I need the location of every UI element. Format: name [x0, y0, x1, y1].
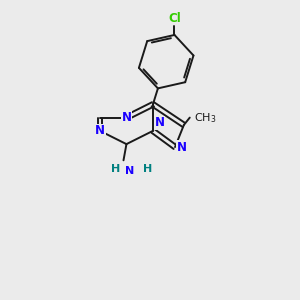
Text: Cl: Cl	[168, 12, 181, 25]
Text: N: N	[125, 166, 134, 176]
Text: N: N	[122, 111, 131, 124]
Text: CH$_3$: CH$_3$	[194, 111, 217, 124]
Text: N: N	[176, 141, 187, 154]
Text: H: H	[142, 164, 152, 174]
Text: N: N	[154, 116, 164, 129]
Text: N: N	[95, 124, 105, 137]
Text: H: H	[111, 164, 121, 174]
